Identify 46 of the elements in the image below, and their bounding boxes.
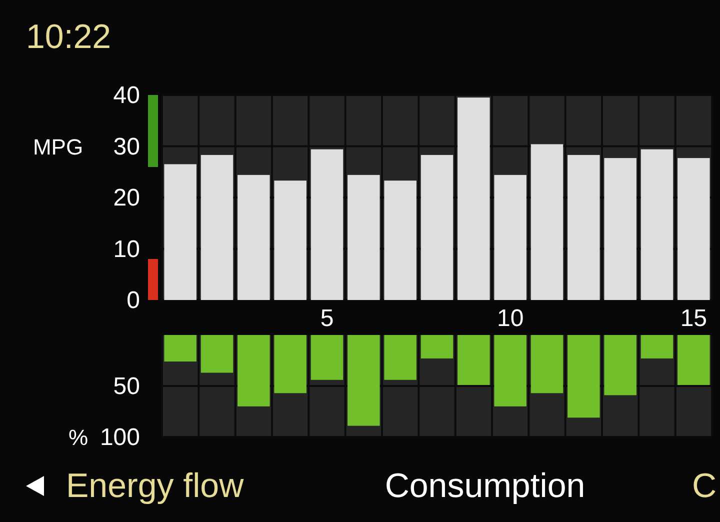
bar — [348, 174, 380, 300]
bar — [640, 149, 674, 300]
bar — [678, 335, 710, 385]
y-tick-label: 10 — [113, 236, 140, 263]
y-tick-label: 20 — [113, 184, 140, 212]
bar — [238, 335, 270, 406]
y-tick-label: 0 — [126, 287, 140, 314]
bar — [458, 98, 490, 300]
bar — [164, 335, 196, 362]
bar — [310, 149, 344, 300]
bar — [604, 335, 636, 396]
bar — [640, 335, 674, 358]
bar — [238, 174, 270, 300]
bar — [164, 164, 196, 300]
y-tick-label: 30 — [113, 133, 140, 160]
bar — [310, 335, 344, 380]
text: Consumption — [384, 467, 586, 505]
bar — [274, 335, 306, 394]
bar — [384, 335, 416, 380]
bar — [420, 335, 454, 358]
bar — [384, 180, 416, 300]
y-axis-title: MPG — [32, 134, 84, 160]
x-tick-label: 15 — [680, 305, 708, 332]
bar — [494, 174, 526, 300]
text: C — [692, 467, 717, 505]
bar — [420, 154, 454, 300]
x-tick-label: 5 — [320, 305, 334, 332]
text: Energy flow — [66, 467, 244, 505]
bar — [568, 154, 600, 300]
y-tick-label: 100 — [100, 424, 140, 451]
y-tick-label: 40 — [113, 82, 140, 109]
bar — [568, 335, 600, 418]
bar — [200, 154, 234, 300]
bar — [678, 158, 710, 300]
y-tick-label: 50 — [113, 373, 140, 400]
bar — [348, 335, 380, 426]
bar — [604, 158, 636, 300]
y-axis-title: % — [68, 425, 88, 450]
bar — [274, 180, 306, 300]
text: 10:22 — [26, 18, 112, 56]
bar — [494, 335, 526, 406]
bar — [530, 144, 564, 300]
bar — [530, 335, 564, 394]
x-tick-label: 10 — [496, 305, 524, 332]
bar — [200, 335, 234, 373]
bar — [458, 335, 490, 385]
